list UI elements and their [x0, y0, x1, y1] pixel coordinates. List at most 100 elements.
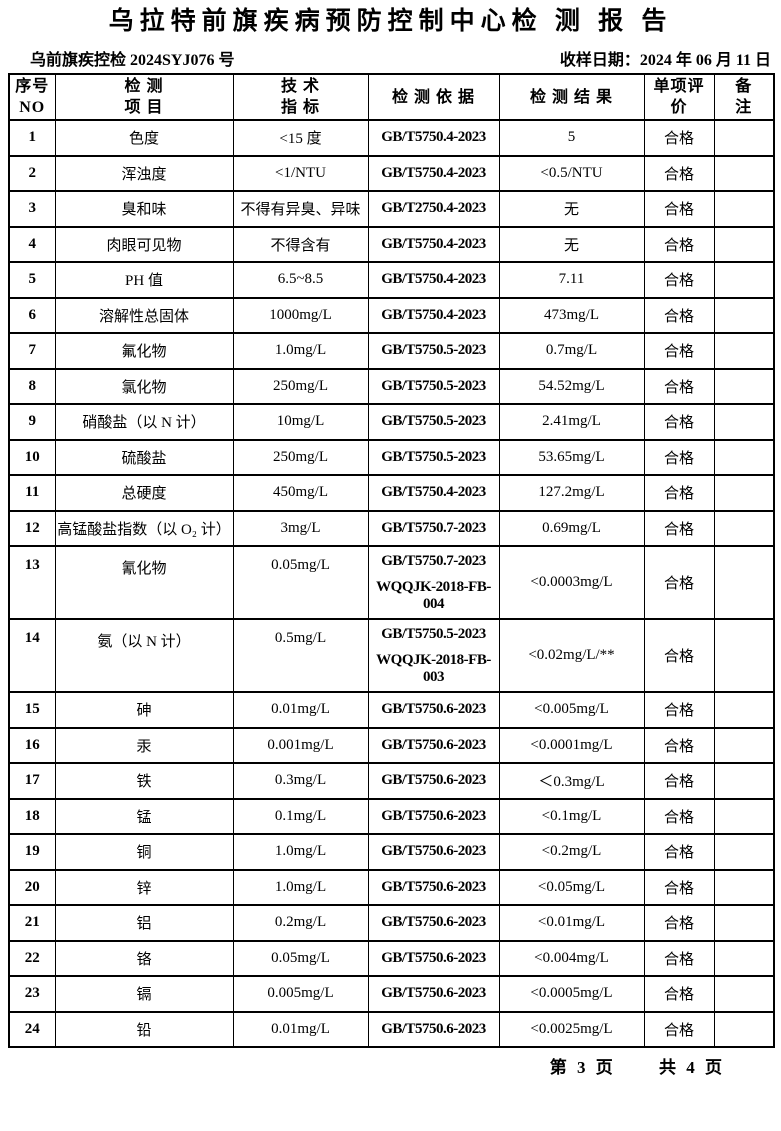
cell-no: 14: [8, 618, 56, 693]
cell-item: 铝: [54, 904, 234, 942]
cell-standard: 3mg/L: [232, 509, 369, 547]
cell-result: 53.65mg/L: [498, 438, 645, 476]
cell-standard: <15 度: [232, 119, 369, 157]
cell-standard: 不得有异臭、异味: [232, 190, 369, 228]
cell-result: ＜0.3mg/L: [498, 762, 645, 800]
cell-evaluation: 合格: [643, 726, 715, 764]
cell-item: 总硬度: [54, 474, 234, 512]
column-header-basis: 检 测 依 据: [367, 73, 500, 121]
cell-basis: GB/T5750.5-2023: [367, 403, 500, 441]
cell-standard: 450mg/L: [232, 474, 369, 512]
test-results-table: 序号 NO 检 测项 目技 术指 标检 测 依 据检 测 结 果单项评价备注 1 色度…: [8, 73, 775, 1048]
cell-remark: [713, 833, 775, 871]
cell-remark: [713, 296, 775, 334]
cell-remark: [713, 367, 775, 405]
cell-item: 色度: [54, 119, 234, 157]
table-row: 18 锰 0.1mg/L GB/T5750.6-2023 <0.1mg/L 合格: [8, 797, 775, 835]
cell-standard: <1/NTU: [232, 154, 369, 192]
cell-result: <0.5/NTU: [498, 154, 645, 192]
cell-remark: [713, 797, 775, 835]
table-row: 21 铝 0.2mg/L GB/T5750.6-2023 <0.01mg/L 合格: [8, 904, 775, 942]
cell-basis: GB/T5750.6-2023: [367, 904, 500, 942]
cell-no: 16: [8, 726, 56, 764]
cell-result: <0.0025mg/L: [498, 1010, 645, 1048]
cell-item: 氯化物: [54, 367, 234, 405]
cell-item: 镉: [54, 975, 234, 1013]
table-row: 9 硝酸盐（以 N 计） 10mg/L GB/T5750.5-2023 2.41mg/L…: [8, 403, 775, 441]
table-row: 17 铁 0.3mg/L GB/T5750.6-2023 ＜0.3mg/L 合格: [8, 762, 775, 800]
cell-standard: 1.0mg/L: [232, 332, 369, 370]
cell-no: 5: [8, 261, 56, 299]
page-title: 乌拉特前旗疾病预防控制中心检 测 报 告: [108, 8, 673, 35]
cell-standard: 1.0mg/L: [232, 868, 369, 906]
table-row: 8 氯化物 250mg/L GB/T5750.5-2023 54.52mg/L 合格: [8, 367, 775, 405]
cell-standard: 10mg/L: [232, 403, 369, 441]
cell-evaluation: 合格: [643, 762, 715, 800]
table-row: 1 色度 <15 度 GB/T5750.4-2023 5 合格: [8, 119, 775, 157]
cell-no: 24: [8, 1010, 56, 1048]
column-header-no: 序号 NO: [8, 73, 56, 121]
cell-no: 11: [8, 474, 56, 512]
basis-lines: GB/T5750.7-2023 WQQJK-2018-FB-004: [376, 552, 491, 612]
cell-remark: [713, 261, 775, 299]
cell-basis: GB/T5750.5-2023: [367, 367, 500, 405]
cell-basis: GB/T5750.5-2023: [367, 332, 500, 370]
cell-no: 10: [8, 438, 56, 476]
cell-basis: GB/T5750.6-2023: [367, 939, 500, 977]
column-header-remark: 备注: [713, 73, 775, 121]
cell-basis: GB/T5750.7-2023 WQQJK-2018-FB-004: [367, 545, 500, 620]
cell-item: 砷: [54, 691, 234, 729]
cell-item: 锰: [54, 797, 234, 835]
cell-remark: [713, 1010, 775, 1048]
cell-result: <0.02mg/L/**: [498, 618, 645, 693]
cell-item: 氰化物: [54, 545, 234, 620]
cell-item: 硝酸盐（以 N 计）: [54, 403, 234, 441]
cell-result: 无: [498, 225, 645, 263]
cell-item: 氨（以 N 计）: [54, 618, 234, 693]
cell-result: <0.01mg/L: [498, 904, 645, 942]
cell-result: 5: [498, 119, 645, 157]
cell-remark: [713, 474, 775, 512]
cell-evaluation: 合格: [643, 939, 715, 977]
sample-date: 收样日期：2024 年 06 月 11 日: [559, 52, 771, 69]
cell-item: 肉眼可见物: [54, 225, 234, 263]
table-body: 1 色度 <15 度 GB/T5750.4-2023 5 合格 2 浑浊度 <1/NTU GB/T…: [8, 119, 775, 1048]
cell-remark: [713, 332, 775, 370]
cell-no: 23: [8, 975, 56, 1013]
cell-item: 铜: [54, 833, 234, 871]
table-row: 3 臭和味 不得有异臭、异味 GB/T2750.4-2023 无合格: [8, 190, 775, 228]
cell-basis: GB/T5750.5-2023: [367, 438, 500, 476]
total-pages: 共 4 页: [659, 1058, 725, 1077]
cell-result: <0.0001mg/L: [498, 726, 645, 764]
cell-basis: GB/T5750.6-2023: [367, 1010, 500, 1048]
cell-evaluation: 合格: [643, 833, 715, 871]
table-row: 15 砷 0.01mg/L GB/T5750.6-2023 <0.005mg/L 合格: [8, 691, 775, 729]
cell-basis: GB/T5750.6-2023: [367, 691, 500, 729]
cell-evaluation: 合格: [643, 190, 715, 228]
cell-evaluation: 合格: [643, 154, 715, 192]
cell-result: 7.11: [498, 261, 645, 299]
table-row: 23 镉 0.005mg/L GB/T5750.6-2023 <0.0005mg/L 合格: [8, 975, 775, 1013]
cell-standard: 250mg/L: [232, 438, 369, 476]
cell-item: 锌: [54, 868, 234, 906]
cell-standard: 0.05mg/L: [232, 545, 369, 620]
cell-evaluation: 合格: [643, 225, 715, 263]
table-row: 20 锌 1.0mg/L GB/T5750.6-2023 <0.05mg/L 合格: [8, 868, 775, 906]
cell-no: 8: [8, 367, 56, 405]
cell-basis: GB/T5750.6-2023: [367, 833, 500, 871]
table-row: 24 铅 0.01mg/L GB/T5750.6-2023 <0.0025mg/L 合格: [8, 1010, 775, 1048]
cell-result: 0.69mg/L: [498, 509, 645, 547]
cell-item: 铬: [54, 939, 234, 977]
report-page: 乌拉特前旗疾病预防控制中心检 测 报 告 乌前旗疾控检 2024SYJ076 号…: [8, 8, 775, 1078]
table-row: 4 肉眼可见物 不得含有 GB/T5750.4-2023 无合格: [8, 225, 775, 263]
cell-no: 6: [8, 296, 56, 334]
cell-standard: 250mg/L: [232, 367, 369, 405]
cell-item: 汞: [54, 726, 234, 764]
cell-no: 12: [8, 509, 56, 547]
cell-standard: 0.5mg/L: [232, 618, 369, 693]
cell-basis: GB/T5750.6-2023: [367, 868, 500, 906]
page-footer: 第 3 页 共 4 页: [8, 1053, 773, 1078]
table-row: 11 总硬度 450mg/L GB/T5750.4-2023 127.2mg/L 合格: [8, 474, 775, 512]
cell-result: 127.2mg/L: [498, 474, 645, 512]
cell-result: <0.1mg/L: [498, 797, 645, 835]
